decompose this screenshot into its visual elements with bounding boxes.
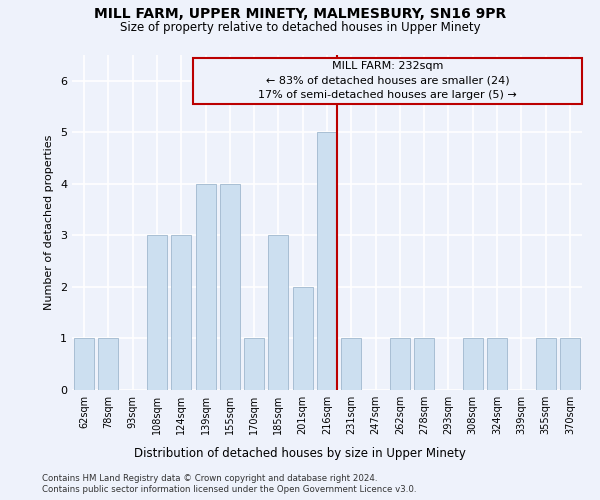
Bar xyxy=(463,338,482,390)
Text: Size of property relative to detached houses in Upper Minety: Size of property relative to detached ho… xyxy=(119,22,481,35)
Bar xyxy=(268,236,289,390)
Text: MILL FARM, UPPER MINETY, MALMESBURY, SN16 9PR: MILL FARM, UPPER MINETY, MALMESBURY, SN1… xyxy=(94,8,506,22)
Text: Distribution of detached houses by size in Upper Minety: Distribution of detached houses by size … xyxy=(134,448,466,460)
Text: 17% of semi-detached houses are larger (5) →: 17% of semi-detached houses are larger (… xyxy=(259,90,517,100)
Bar xyxy=(220,184,240,390)
Text: Contains public sector information licensed under the Open Government Licence v3: Contains public sector information licen… xyxy=(42,485,416,494)
Bar xyxy=(98,338,118,390)
Bar xyxy=(244,338,264,390)
Y-axis label: Number of detached properties: Number of detached properties xyxy=(44,135,55,310)
FancyBboxPatch shape xyxy=(193,58,582,104)
Bar xyxy=(293,287,313,390)
Bar xyxy=(560,338,580,390)
Text: Contains HM Land Registry data © Crown copyright and database right 2024.: Contains HM Land Registry data © Crown c… xyxy=(42,474,377,483)
Bar xyxy=(196,184,215,390)
Bar xyxy=(74,338,94,390)
Bar xyxy=(487,338,507,390)
Text: ← 83% of detached houses are smaller (24): ← 83% of detached houses are smaller (24… xyxy=(266,76,509,86)
Bar xyxy=(341,338,361,390)
Bar xyxy=(536,338,556,390)
Bar xyxy=(414,338,434,390)
Bar xyxy=(147,236,167,390)
Bar xyxy=(172,236,191,390)
Text: MILL FARM: 232sqm: MILL FARM: 232sqm xyxy=(332,62,443,72)
Bar xyxy=(317,132,337,390)
Bar xyxy=(390,338,410,390)
